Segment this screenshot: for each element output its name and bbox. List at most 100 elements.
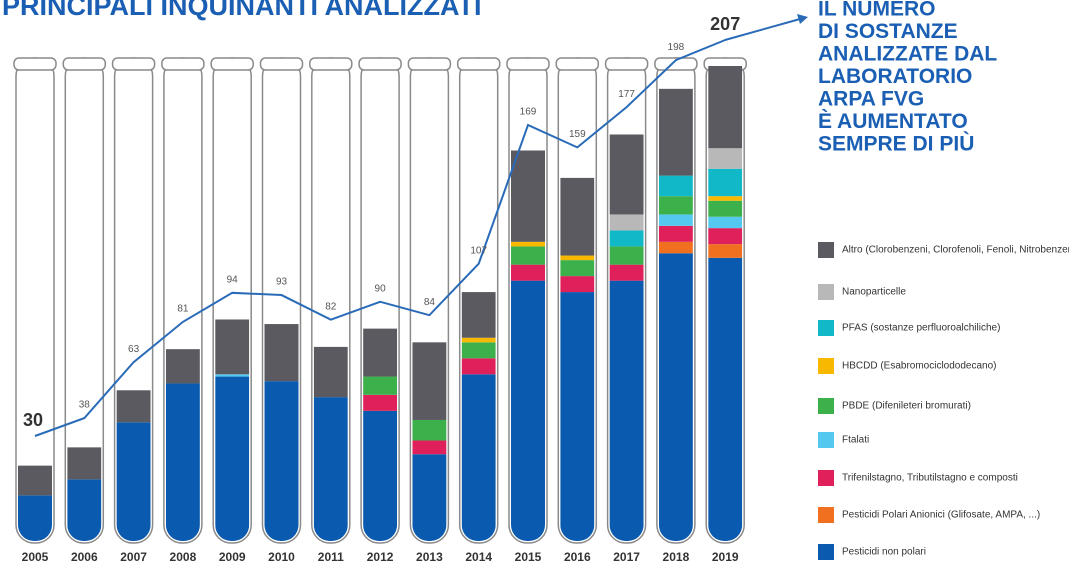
tube-rim	[506, 57, 550, 71]
tube-rim	[604, 57, 649, 71]
bar-segment	[658, 225, 693, 242]
annotation: LABORATORIO	[818, 65, 972, 88]
bar-segment	[363, 410, 398, 541]
bar-segment	[67, 479, 102, 541]
x-tick-label: 2016	[564, 550, 591, 564]
bar-segment	[313, 346, 348, 398]
stack	[116, 390, 151, 541]
bar-segment	[18, 465, 52, 496]
bar-segment	[708, 196, 743, 201]
bar-segment	[461, 342, 496, 359]
stack	[363, 328, 398, 541]
legend-label: Altro (Clorobenzeni, Clorofenoli, Fenoli…	[842, 245, 1069, 256]
stack	[412, 342, 447, 541]
bar-segment	[215, 374, 250, 377]
bar-segment	[708, 66, 743, 149]
stack	[18, 465, 52, 541]
legend-swatch	[818, 544, 834, 560]
legend-swatch	[818, 432, 834, 448]
bar-segment	[658, 175, 693, 197]
legend-label: Trifenilstagno, Tributilstagno e compost…	[842, 473, 1018, 484]
data-label: 30	[23, 410, 43, 430]
stack	[165, 349, 200, 541]
bar-segment	[511, 150, 545, 242]
bar-segment	[609, 134, 644, 215]
stack	[215, 319, 250, 541]
bar-segment	[511, 246, 545, 265]
legend-label: PBDE (Difenileteri bromurati)	[842, 401, 971, 412]
legend-label: PFAS (sostanze perfluoroalchiliche)	[842, 323, 1000, 334]
bar-segment	[560, 292, 595, 541]
chart-title: PRINCIPALI INQUINANTI ANALIZZATI	[2, 0, 481, 21]
data-label: 81	[177, 304, 189, 315]
bar-segment	[511, 241, 545, 247]
data-label: 63	[128, 344, 140, 355]
bar-segment	[313, 397, 348, 541]
annotation: ANALIZZATE DAL	[818, 43, 997, 66]
data-label: 82	[325, 301, 337, 312]
bar-segment	[658, 214, 693, 226]
data-label: 84	[424, 297, 436, 308]
bar-segment	[708, 228, 743, 245]
stack	[67, 447, 102, 541]
bar-segment	[363, 376, 398, 395]
x-tick-label: 2018	[663, 550, 690, 564]
data-label: 38	[79, 400, 91, 411]
tube-rim	[210, 57, 254, 71]
annotation: È AUMENTATO	[818, 110, 968, 133]
bar-segment	[708, 168, 743, 197]
legend-label: Ftalati	[842, 435, 869, 446]
bar-segment	[708, 244, 743, 258]
bar-segment	[560, 260, 595, 277]
bar-segment	[658, 241, 693, 254]
annotation: DI SOSTANZE	[818, 20, 958, 43]
stack	[461, 292, 496, 541]
data-label: 94	[227, 274, 239, 285]
x-tick-label: 2005	[22, 550, 49, 564]
legend-swatch	[818, 242, 834, 258]
legend-label: Pesticidi non polari	[842, 547, 926, 558]
bar-segment	[363, 394, 398, 411]
bar-segment	[412, 419, 447, 441]
stack	[511, 150, 545, 541]
bar-segment	[609, 230, 644, 247]
data-label: 107	[470, 245, 487, 256]
x-tick-label: 2011	[318, 550, 344, 564]
bar-segment	[560, 177, 595, 256]
bar-segment	[412, 454, 447, 541]
x-tick-label: 2014	[465, 550, 492, 564]
tube-rim	[456, 57, 501, 71]
bar-segment	[116, 390, 151, 423]
bar-segment	[264, 381, 299, 541]
x-tick-label: 2009	[219, 550, 246, 564]
data-label: 93	[276, 277, 288, 288]
tube-rim	[62, 57, 107, 71]
stack	[609, 134, 644, 541]
stack	[708, 66, 743, 541]
bar-segment	[708, 257, 743, 541]
bar-segment	[215, 376, 250, 541]
data-label: 169	[520, 107, 537, 118]
bar-segment	[461, 358, 496, 375]
bar-segment	[511, 280, 545, 541]
data-label: 198	[668, 42, 685, 53]
bar-segment	[609, 214, 644, 231]
x-tick-label: 2007	[120, 550, 147, 564]
tube-rim	[358, 57, 402, 71]
bar-segment	[511, 264, 545, 281]
tube-rim	[407, 57, 452, 71]
tube-rim	[309, 57, 353, 71]
arrow-head	[797, 14, 808, 24]
data-label: 177	[618, 89, 635, 100]
tube-rim	[161, 57, 205, 71]
annotation: SEMPRE DI PIÙ	[818, 132, 974, 156]
data-label: 159	[569, 129, 586, 140]
bar-segment	[18, 495, 52, 541]
tube-rim	[13, 57, 57, 71]
tube-rim	[555, 57, 600, 71]
x-tick-label: 2008	[170, 550, 197, 564]
bar-segment	[264, 324, 299, 382]
data-label: 90	[375, 283, 387, 294]
bar-segment	[708, 148, 743, 169]
